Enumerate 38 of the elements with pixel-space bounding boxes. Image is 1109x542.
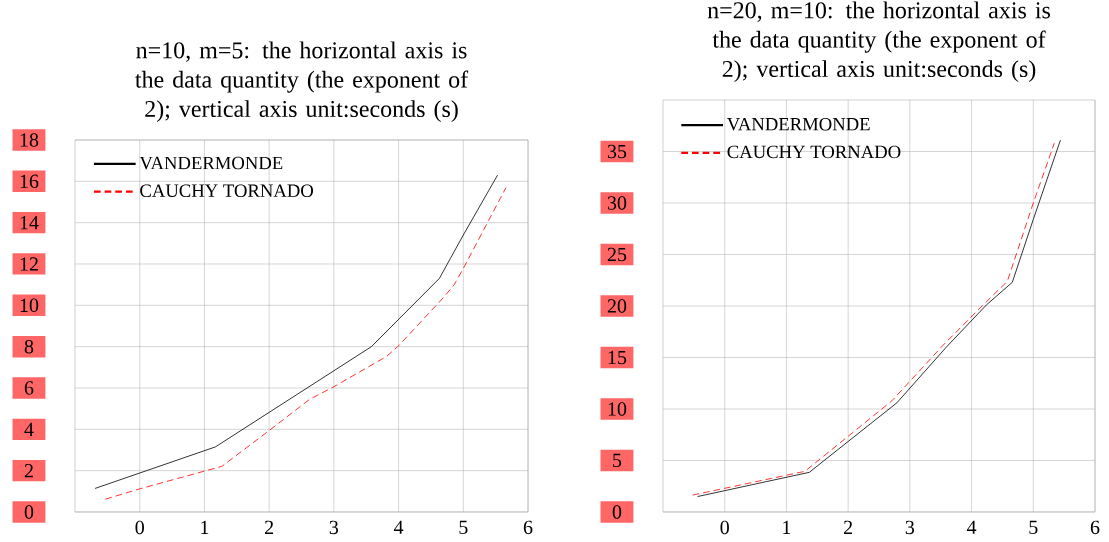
x-tick-label: 0 bbox=[135, 520, 144, 535]
y-tick-label: 30 bbox=[607, 196, 627, 210]
y-tick-label: 5 bbox=[613, 453, 622, 468]
y-tick-label: 12 bbox=[20, 257, 38, 271]
y-tick-label: 35 bbox=[607, 144, 627, 159]
y-tick-label: 14 bbox=[20, 216, 39, 230]
chart-title: n=10, m=5: the horizontal axis is the data quantity (the exponent of 2); vertical axis unit:seconds (s) bbox=[135, 41, 469, 122]
y-tick-label: 10 bbox=[608, 402, 627, 416]
x-tick-label: 3 bbox=[905, 520, 915, 535]
x-tick-label: 0 bbox=[720, 520, 729, 535]
y-tick-label: 4 bbox=[24, 422, 34, 436]
y-tick-label: 25 bbox=[607, 247, 627, 262]
legend-label: VANDERMONDE bbox=[139, 156, 283, 170]
x-tick-label: 6 bbox=[1090, 520, 1100, 535]
y-tick-label: 16 bbox=[20, 174, 39, 189]
y-tick-label: 2 bbox=[24, 464, 33, 478]
y-tick-label: 10 bbox=[20, 298, 39, 313]
legend-label: CAUCHY TORNADO bbox=[140, 184, 314, 197]
y-tick-label: 8 bbox=[24, 339, 34, 354]
y-tick-label: 0 bbox=[612, 505, 622, 519]
x-tick-label: 2 bbox=[844, 520, 853, 534]
x-tick-label: 4 bbox=[966, 520, 977, 534]
y-tick-label: 18 bbox=[20, 133, 39, 147]
y-tick-label: 0 bbox=[24, 505, 34, 519]
y-tick-label: 15 bbox=[608, 350, 627, 365]
x-tick-label: 6 bbox=[523, 520, 533, 535]
x-tick-label: 1 bbox=[783, 520, 791, 534]
x-tick-label: 5 bbox=[459, 520, 468, 534]
x-tick-label: 2 bbox=[265, 520, 274, 534]
x-tick-label: 1 bbox=[201, 520, 209, 534]
x-tick-label: 4 bbox=[393, 520, 404, 534]
legend-label: CAUCHY TORNADO bbox=[727, 145, 901, 159]
legend-label: VANDERMONDE bbox=[726, 117, 870, 131]
y-tick-label: 6 bbox=[24, 381, 34, 395]
y-tick-label: 20 bbox=[607, 299, 627, 313]
chart-title: n=20, m=10: the horizontal axis is the data quantity (the exponent of 2); vertical axis unit:seconds (s) bbox=[707, 1, 1051, 82]
x-tick-label: 3 bbox=[329, 520, 339, 535]
x-tick-label: 5 bbox=[1029, 520, 1038, 534]
